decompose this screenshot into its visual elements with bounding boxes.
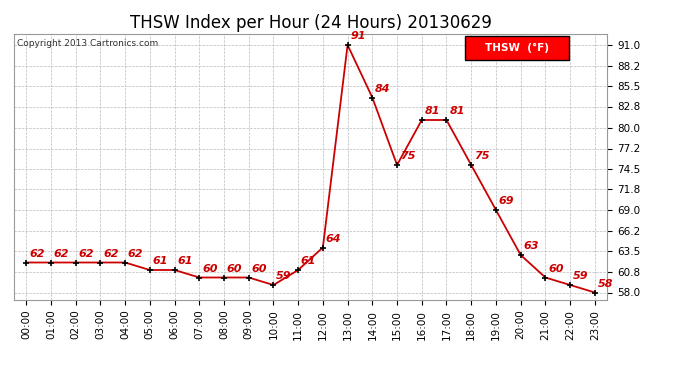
Text: 91: 91 (351, 32, 366, 42)
Text: 81: 81 (424, 106, 440, 117)
Text: 69: 69 (499, 196, 514, 207)
Text: 61: 61 (301, 256, 317, 267)
FancyBboxPatch shape (465, 36, 569, 60)
Text: 62: 62 (29, 249, 44, 259)
Text: 59: 59 (276, 272, 292, 282)
Text: Copyright 2013 Cartronics.com: Copyright 2013 Cartronics.com (17, 39, 158, 48)
Title: THSW Index per Hour (24 Hours) 20130629: THSW Index per Hour (24 Hours) 20130629 (130, 14, 491, 32)
Text: 60: 60 (251, 264, 267, 274)
Text: 59: 59 (573, 272, 589, 282)
Text: 75: 75 (474, 152, 489, 162)
Text: 62: 62 (79, 249, 94, 259)
Text: THSW  (°F): THSW (°F) (484, 44, 549, 53)
Text: 81: 81 (449, 106, 465, 117)
Text: 60: 60 (227, 264, 242, 274)
Text: 61: 61 (152, 256, 168, 267)
Text: 84: 84 (375, 84, 391, 94)
Text: 62: 62 (128, 249, 144, 259)
Text: 61: 61 (177, 256, 193, 267)
Text: 58: 58 (598, 279, 613, 289)
Text: 63: 63 (524, 242, 539, 252)
Text: 64: 64 (326, 234, 341, 244)
Text: 60: 60 (202, 264, 217, 274)
Text: 60: 60 (548, 264, 564, 274)
Text: 62: 62 (54, 249, 69, 259)
Text: 75: 75 (400, 152, 415, 162)
Text: 62: 62 (103, 249, 119, 259)
